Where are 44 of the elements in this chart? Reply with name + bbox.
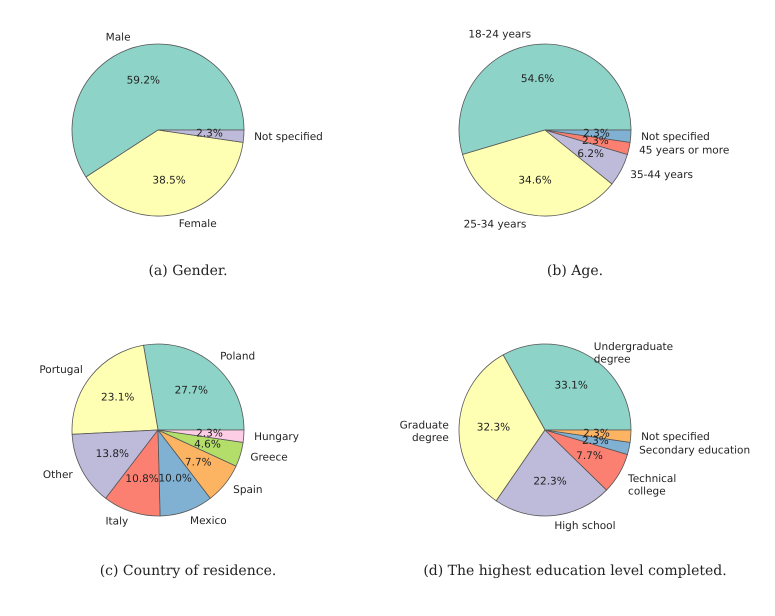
- slice-label: Italy: [105, 516, 128, 528]
- data-label: 33.1%: [554, 380, 588, 392]
- slice-label: Mexico: [190, 514, 227, 527]
- data-label: 6.2%: [577, 148, 604, 160]
- slice-label: Graduate degree: [400, 419, 449, 444]
- data-label: 54.6%: [520, 72, 554, 85]
- data-label: 2.3%: [196, 428, 223, 440]
- slice-label: Hungary: [254, 430, 299, 443]
- slice-label: 35-44 years: [630, 168, 694, 181]
- data-label: 4.6%: [194, 438, 221, 451]
- data-label: 59.2%: [126, 74, 160, 87]
- data-label: 23.1%: [101, 392, 134, 404]
- text: (b) Age.: [546, 263, 604, 279]
- text: (a) Gender.: [148, 263, 228, 279]
- slice-label: 18-24 years: [468, 28, 532, 41]
- slice-label: Not specified: [641, 130, 710, 143]
- slice-label: Female: [178, 218, 217, 230]
- data-label: 38.5%: [152, 174, 186, 186]
- text: (c) Country of residence.: [100, 563, 276, 579]
- slice-label: Not specified: [641, 430, 710, 443]
- data-label: 34.6%: [518, 174, 552, 187]
- data-label: 13.8%: [96, 448, 130, 460]
- slice-label: Secondary education: [639, 444, 750, 457]
- slice-label: Undergraduate degree: [594, 340, 674, 366]
- data-label: 7.7%: [576, 450, 603, 462]
- data-label: 10.0%: [158, 472, 192, 485]
- slice-label: Poland: [220, 350, 256, 362]
- text: (d) The highest education level completed.: [423, 563, 727, 579]
- data-label: 2.3%: [196, 128, 223, 140]
- slice-label: Not specified: [254, 130, 323, 143]
- slice-label: Technical college: [627, 472, 676, 498]
- slice-label: Spain: [233, 484, 263, 496]
- data-label: 10.8%: [125, 473, 159, 486]
- slice-label: Greece: [250, 451, 288, 464]
- slice-label: 25-34 years: [464, 218, 526, 230]
- slice-label: High school: [554, 520, 616, 532]
- data-label: 7.7%: [184, 456, 212, 468]
- slice-label: 45 years or more: [639, 144, 730, 157]
- slice-label: Portugal: [39, 364, 83, 376]
- data-label: 32.3%: [476, 422, 510, 434]
- data-label: 22.3%: [533, 475, 567, 488]
- slice-label: Male: [106, 32, 131, 44]
- slice-label: Other: [42, 468, 74, 481]
- data-label: 27.7%: [174, 384, 208, 397]
